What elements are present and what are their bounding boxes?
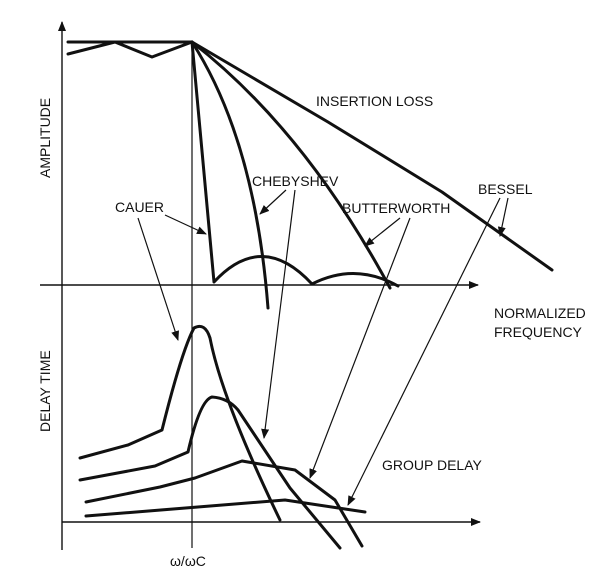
cauer-amplitude-curve — [190, 40, 400, 288]
cauer-delay-curve — [78, 324, 282, 522]
bessel-label: BESSEL — [478, 181, 533, 197]
arrow-cauer-delay — [137, 217, 179, 341]
delay-time-label: DELAY TIME — [37, 350, 53, 432]
group-delay-label: GROUP DELAY — [382, 457, 483, 473]
butterworth-delay-curve — [84, 459, 364, 548]
chebyshev-delay-curve — [78, 395, 342, 550]
cauer-ripple-passband — [66, 40, 194, 59]
arrow-chebyshev-amplitude — [259, 189, 287, 215]
arrow-bessel-delay — [347, 197, 501, 506]
cauer-label: CAUER — [115, 199, 164, 215]
arrow-bessel-amplitude — [497, 197, 509, 237]
butterworth-label: BUTTERWORTH — [342, 200, 450, 216]
arrow-cauer-amplitude — [164, 214, 207, 235]
chebyshev-label: CHEBYSHEV — [252, 173, 339, 189]
cutoff-frequency-label: ω/ωC — [170, 553, 206, 569]
butterworth-amplitude-curve — [190, 40, 392, 290]
insertion-loss-label: INSERTION LOSS — [316, 93, 433, 109]
bessel-delay-curve — [84, 498, 367, 518]
chebyshev-amplitude-curve — [190, 40, 270, 310]
arrow-butterworth-delay — [309, 217, 411, 479]
arrow-butterworth-amplitude — [364, 217, 401, 247]
insertion-loss-bessel-curve — [190, 40, 554, 272]
arrow-chebyshev-delay — [261, 189, 296, 439]
amplitude-label: AMPLITUDE — [37, 98, 53, 178]
frequency-label: FREQUENCY — [494, 324, 583, 340]
normalized-label: NORMALIZED — [494, 305, 586, 321]
